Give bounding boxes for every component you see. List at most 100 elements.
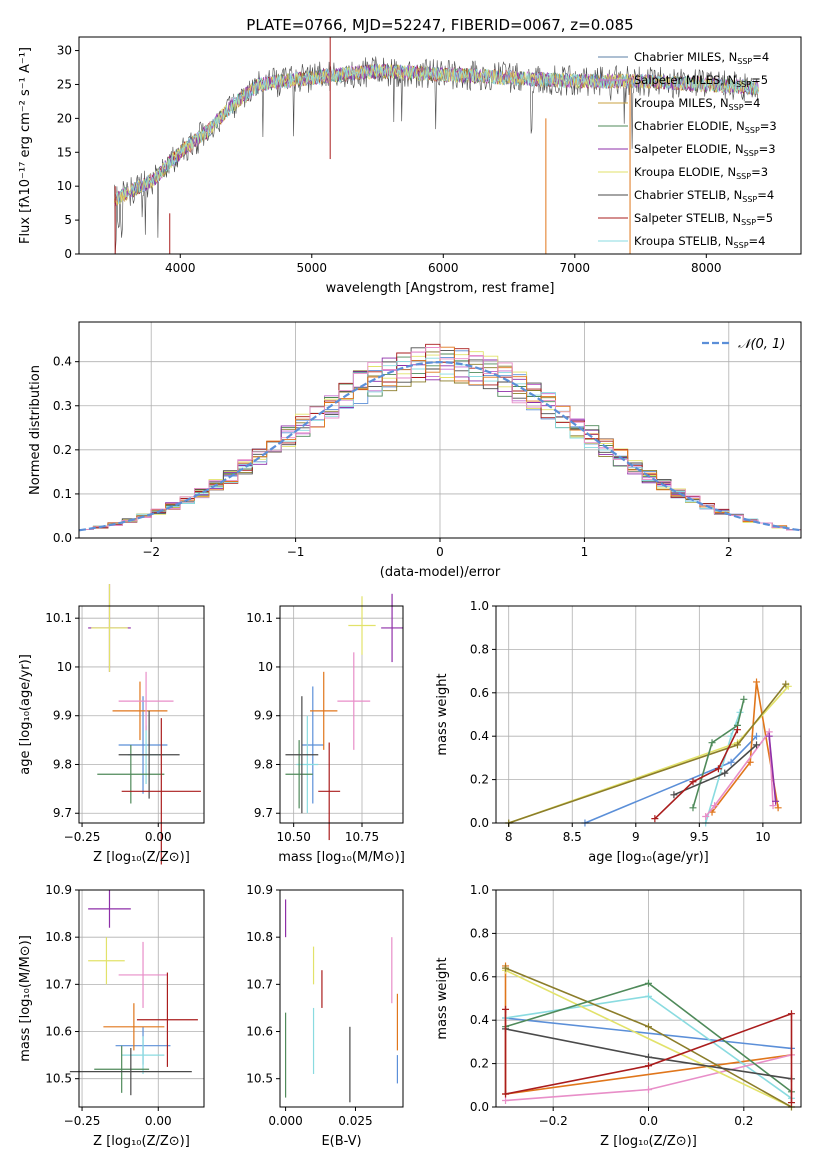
y-tick-label: 0.0 (470, 816, 489, 830)
y-tick-label: 0.4 (470, 729, 489, 743)
y-tick-label: 9.7 (254, 806, 273, 820)
legend-label: Kroupa STELIB, NSSP=4 (634, 234, 765, 250)
series-marker (787, 1010, 795, 1018)
chart-mass-weight-vs-Z: −0.2 0.0 0.2 0.0 0.2 0.4 0.6 0.8 1.0 Z [log₁₀(Z/Z… (435, 883, 802, 1149)
series-marker (670, 791, 678, 799)
x-tick-label: 0.00 (145, 830, 172, 844)
series-marker (502, 964, 510, 972)
series-marker (721, 769, 729, 777)
series-marker (645, 979, 652, 987)
series-marker (733, 726, 741, 734)
x-tick-label: 0.00 (145, 1114, 172, 1128)
legend-subscript: SSP (737, 57, 752, 66)
legend-label: Salpeter MILES, NSSP=5 (634, 73, 768, 89)
y-axis-label: mass weight (435, 673, 450, 755)
legend-count: =4 (744, 96, 761, 110)
series-marker (787, 1099, 795, 1107)
series-marker (708, 739, 716, 747)
legend-count: =5 (751, 73, 768, 87)
legend-count: =3 (751, 165, 768, 179)
x-tick-label: 8 (505, 830, 513, 844)
x-axis-label: wavelength [Angstrom, rest frame] (326, 281, 555, 296)
legend-label: Chabrier ELODIE, NSSP=3 (634, 119, 777, 135)
y-tick-label: 9.8 (53, 757, 72, 771)
axes-frame (78, 889, 205, 1108)
series-marker (711, 802, 719, 810)
y-tick-label: 0.6 (470, 970, 489, 984)
y-tick-label: 10.5 (45, 1072, 72, 1086)
y-tick-label: 10.8 (45, 930, 72, 944)
legend-label: Salpeter STELIB, NSSP=5 (634, 211, 773, 227)
y-axis-label: mass weight (435, 957, 450, 1039)
y-tick-label: 15 (57, 145, 72, 159)
series-marker (769, 802, 777, 810)
data-point (348, 596, 376, 655)
y-tick-label: 30 (57, 44, 72, 58)
y-tick-label: 0.2 (53, 443, 72, 457)
y-tick-label: 20 (57, 111, 72, 125)
series-marker (753, 678, 761, 686)
legend-count: =4 (757, 188, 774, 202)
y-tick-label: 1.0 (470, 883, 489, 897)
x-tick-label: 6000 (428, 261, 459, 275)
data-point (318, 742, 341, 841)
chart-residuals: 𝒩(0, 1) −2 −1 0 1 2 0.0 0.1 0.2 0.3 0.4 (data-model… (28, 321, 802, 580)
series-marker (645, 1062, 652, 1070)
y-tick-label: 10.5 (246, 1072, 273, 1086)
y-tick-label: 0.2 (470, 773, 489, 787)
y-tick-label: 0 (64, 247, 72, 261)
x-tick-label: 10.75 (345, 830, 379, 844)
chart-mass-vs-Z: −0.25 0.00 10.5 10.6 10.7 10.8 10.9 Z [log₁₀(Z/… (18, 883, 205, 1149)
series-marker (774, 804, 782, 812)
series-line (704, 712, 741, 823)
y-tick-label: 0.4 (470, 1013, 489, 1027)
series-marker (714, 765, 722, 773)
data-point (301, 686, 324, 804)
x-tick-label: 8000 (691, 261, 722, 275)
x-axis-label: mass [log₁₀(M/M⊙)] (278, 850, 405, 865)
data-point (136, 972, 198, 1067)
x-tick-label: 0.025 (338, 1114, 372, 1128)
series-marker (740, 695, 748, 703)
series-marker (502, 1005, 510, 1013)
y-tick-label: 10.7 (45, 977, 72, 991)
series-marker (753, 741, 761, 749)
legend-subscript: SSP (734, 241, 749, 250)
legend-subscript: SSP (744, 149, 759, 158)
axes-frame (279, 605, 404, 824)
x-tick-label: 2 (725, 545, 733, 559)
x-tick-label: −0.2 (539, 1114, 568, 1128)
y-axis-label: Normed distribution (28, 365, 43, 495)
y-axis-label: Flux [fλ10⁻¹⁷ erg cm⁻² s⁻¹ A⁻¹] (18, 47, 33, 244)
y-tick-label: 10 (57, 660, 72, 674)
series-marker (765, 732, 773, 740)
data-point (121, 1036, 165, 1074)
x-axis-label: (data-model)/error (380, 565, 501, 580)
legend-subscript: SSP (745, 126, 760, 135)
series-marker (727, 758, 735, 766)
y-tick-label: 0.1 (53, 487, 72, 501)
legend-count: =5 (756, 211, 773, 225)
x-tick-label: 8.5 (563, 830, 582, 844)
series-marker (502, 1090, 510, 1098)
x-axis-label: Z [log₁₀(Z/Z⊙)] (600, 1134, 697, 1149)
axes-frame (78, 605, 205, 824)
data-point (97, 744, 165, 804)
y-tick-label: 10 (57, 179, 72, 193)
y-tick-label: 10 (258, 660, 273, 674)
spectrum-line-8 (114, 64, 759, 205)
y-tick-label: 9.9 (53, 709, 72, 723)
legend-count: =4 (752, 50, 769, 64)
series-marker (689, 778, 697, 786)
y-tick-label: 0.2 (470, 1057, 489, 1071)
data-point (118, 710, 180, 799)
series-marker (689, 804, 697, 812)
y-tick-label: 9.9 (254, 709, 273, 723)
series-marker (733, 741, 741, 749)
data-point (88, 890, 131, 928)
data-point (310, 671, 338, 750)
x-tick-label: 9.5 (690, 830, 709, 844)
data-point (121, 718, 201, 865)
x-tick-label: −0.25 (64, 830, 101, 844)
